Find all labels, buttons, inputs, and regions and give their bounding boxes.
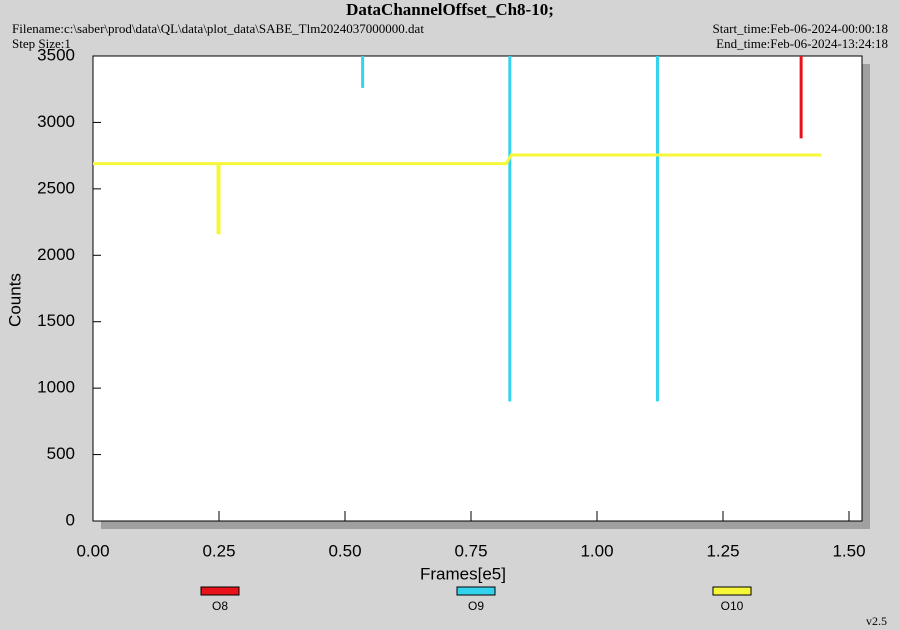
x-tick-label: 1.50: [832, 541, 865, 560]
y-tick-label: 1500: [37, 311, 75, 330]
x-tick-label: 0.25: [202, 541, 235, 560]
y-tick-label: 500: [47, 444, 75, 463]
x-tick-label: 1.25: [706, 541, 739, 560]
x-tick-label: 1.00: [580, 541, 613, 560]
filename: Filename:c:\saber\prod\data\QL\data\plot…: [12, 21, 424, 36]
chart-title: DataChannelOffset_Ch8-10;: [346, 0, 554, 19]
x-tick-label: 0.75: [454, 541, 487, 560]
version: v2.5: [866, 614, 887, 628]
end-time: End_time:Feb-06-2024-13:24:18: [716, 36, 888, 51]
y-tick-label: 3500: [37, 45, 75, 64]
x-tick-label: 0.50: [328, 541, 361, 560]
legend-label: O10: [721, 599, 744, 613]
start-time: Start_time:Feb-06-2024-00:00:18: [713, 21, 888, 36]
x-tick-label: 0.00: [76, 541, 109, 560]
legend-swatch: [200, 586, 240, 596]
series-line: [93, 153, 822, 235]
legend-swatch: [712, 586, 752, 596]
y-tick-label: 2000: [37, 245, 75, 264]
plot-lines: [93, 56, 822, 402]
y-tick-label: 3000: [37, 112, 75, 131]
legend-swatch: [456, 586, 496, 596]
legend-label: O8: [212, 599, 228, 613]
x-axis-label: Frames[e5]: [420, 564, 506, 583]
plot-area: [92, 55, 863, 522]
y-tick-label: 2500: [37, 178, 75, 197]
legend-label: O9: [468, 599, 484, 613]
step-size: Step Size:1: [12, 36, 71, 51]
y-tick-label: 1000: [37, 378, 75, 397]
y-tick-label: 0: [66, 510, 75, 529]
series-line: [361, 56, 659, 402]
y-axis-label: Counts: [5, 273, 24, 327]
